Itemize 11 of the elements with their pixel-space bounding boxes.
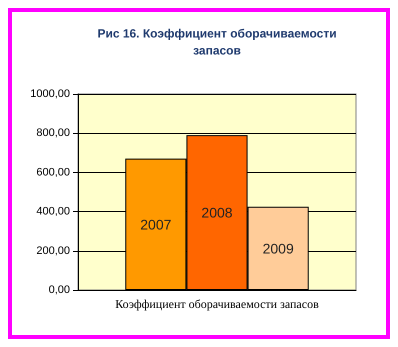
y-tick-label: 400,00 bbox=[36, 206, 70, 218]
y-tick-label: 600,00 bbox=[36, 166, 70, 178]
chart-title: Рис 16. Коэффициент оборачиваемости запасов bbox=[97, 26, 337, 58]
y-tick-label: 200,00 bbox=[36, 244, 70, 257]
y-tick-label: 800,00 bbox=[36, 127, 70, 140]
series-label: 2007 bbox=[140, 216, 172, 232]
x-tick-label: Коэффициент оборачиваемости запасов bbox=[115, 297, 320, 311]
y-tick-label: 1000,00 bbox=[30, 88, 70, 100]
series-label: 2009 bbox=[262, 240, 294, 256]
y-tick-label: 0,00 bbox=[48, 284, 70, 296]
series-label: 2008 bbox=[201, 204, 233, 221]
